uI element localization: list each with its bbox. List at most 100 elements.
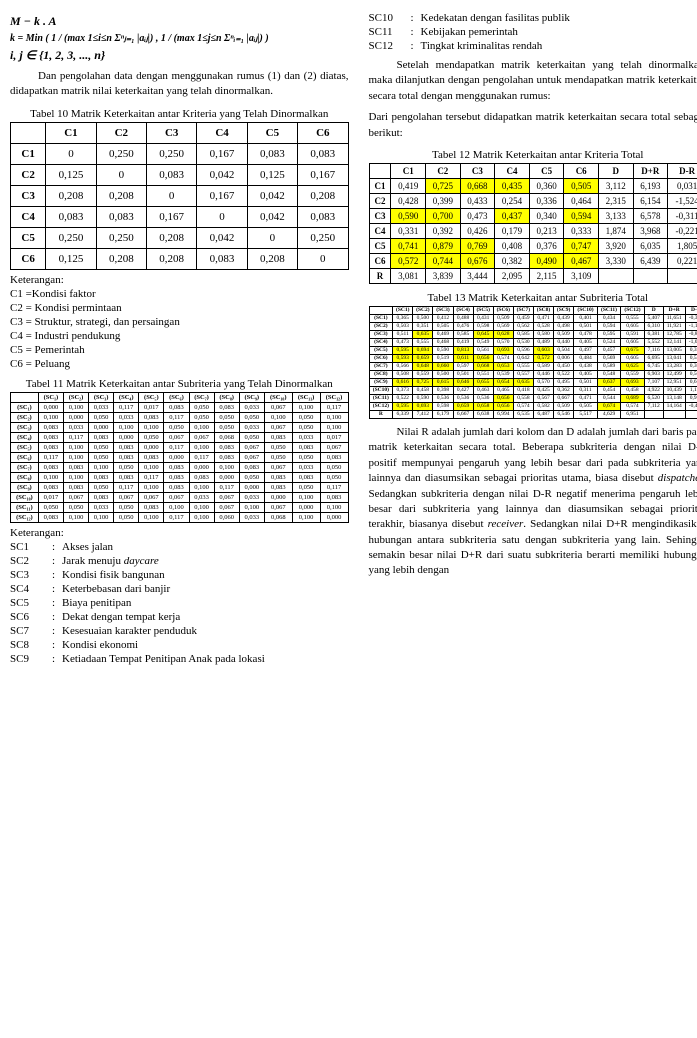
- table-cell: 0,000: [264, 492, 292, 502]
- table-cell: 0,585: [513, 330, 533, 338]
- table-cell: 0,067: [239, 452, 264, 462]
- table-cell: 0,083: [38, 462, 63, 472]
- table-cell: 12,499: [663, 370, 685, 378]
- table-header-cell: (SC₇): [189, 392, 214, 402]
- keterangan-item: C2 = Kondisi permintaan: [10, 302, 349, 314]
- table-header-cell: (SC11): [597, 306, 620, 314]
- table-cell: 0,125: [247, 164, 297, 185]
- keterangan-item: SC5:Biaya penitipan: [10, 597, 349, 609]
- table-cell: 0,067: [264, 502, 292, 512]
- right-paragraph-3: Nilai R adalah jumlah dari kolom dan D a…: [369, 425, 697, 579]
- table-cell: 0,042: [247, 206, 297, 227]
- table-header-cell: (SC₄): [114, 392, 139, 402]
- table-cell: 0,561: [473, 346, 493, 354]
- table-row: (SC4)0,4730,5550,4680,4190,5490,5700,530…: [369, 338, 697, 346]
- table-cell: 0,693: [621, 378, 645, 386]
- table-cell: 0,589: [533, 362, 553, 370]
- table-row: C10,4190,7250,6680,4350,3600,5053,1126,1…: [369, 178, 697, 193]
- table-row: (SC₆)0,1170,1000,0500,0830,0830,0000,117…: [11, 452, 349, 462]
- table-row: (SC₂)0,1000,0000,0500,0330,0830,1170,050…: [11, 412, 349, 422]
- table-cell: 0,503: [393, 322, 413, 330]
- table-cell: 0,083: [89, 492, 114, 502]
- table-cell: 0,100: [189, 442, 214, 452]
- table-cell: 0,100: [63, 442, 88, 452]
- table-cell: 0,435: [495, 178, 530, 193]
- table-header-cell: D+R: [633, 163, 668, 178]
- table-row: (SC11)0,5220,5900,5360,5360,5360,6560,55…: [369, 394, 697, 402]
- table-cell: 0,551: [473, 370, 493, 378]
- table-cell: 0,208: [147, 248, 197, 269]
- para3-italic-1: dispatcher: [658, 472, 697, 484]
- table-cell: 6,578: [633, 208, 668, 223]
- table-header-cell: [11, 392, 39, 402]
- table-cell: 0,555: [413, 338, 433, 346]
- table-row: C60,5720,7440,6760,3820,4900,4673,3306,4…: [369, 253, 697, 268]
- table-cell: 0,050: [239, 432, 264, 442]
- table-cell: 0,100: [320, 412, 348, 422]
- table-row: R6,3397,4126,1796,6676,6386,9946,5356,48…: [369, 410, 697, 418]
- table-cell: 0,431: [473, 314, 493, 322]
- table-cell: (SC₅): [11, 442, 39, 452]
- table-cell: 0,522: [554, 370, 574, 378]
- right-paragraph-1: Setelah mendapatkan matrik keterkaitan y…: [369, 58, 697, 104]
- table-cell: 0,083: [38, 442, 63, 452]
- table-cell: 0,083: [139, 412, 164, 422]
- table-cell: 0,083: [38, 422, 63, 432]
- table-cell: 0,457: [597, 346, 620, 354]
- table-cell: (SC₁₁): [11, 502, 39, 512]
- table-cell: 0,557: [513, 370, 533, 378]
- table-cell: 0,399: [426, 193, 461, 208]
- keterangan-11-list: SC1:Akses jalanSC2:Jarak menuju daycareS…: [10, 541, 349, 665]
- table-cell: 0,555: [513, 362, 533, 370]
- table-cell: 0,179: [495, 223, 530, 238]
- table-cell: 0,433: [460, 193, 495, 208]
- table-cell: 0,083: [38, 432, 63, 442]
- table-header-cell: C6: [564, 163, 599, 178]
- table-cell: 0,208: [147, 227, 197, 248]
- table-cell: [663, 410, 685, 418]
- table-cell: 0,659: [453, 402, 473, 410]
- table-cell: 0,473: [393, 338, 413, 346]
- table-cell: 0,603: [533, 346, 553, 354]
- table-header-cell: [11, 122, 46, 143]
- table-cell: 0,033: [239, 402, 264, 412]
- table-header-cell: (SC₁₂): [320, 392, 348, 402]
- table-row: (SC₅)0,0830,1000,0500,0830,0000,1170,100…: [11, 442, 349, 452]
- table-cell: 0,083: [147, 164, 197, 185]
- table-cell: 0,522: [393, 394, 413, 402]
- formula-1: M − k . A: [10, 14, 349, 29]
- table-cell: (SC7): [369, 362, 393, 370]
- table-cell: 0,469: [433, 330, 453, 338]
- table-cell: 0,509: [554, 402, 574, 410]
- table-row: (SC₉)0,0830,0830,0500,1170,1000,0830,100…: [11, 482, 349, 492]
- table-cell: 0,693: [493, 346, 513, 354]
- table-cell: -1,101: [685, 322, 697, 330]
- table-header-cell: (SC12): [621, 306, 645, 314]
- table-cell: 0,050: [239, 472, 264, 482]
- table-cell: 0,033: [292, 432, 320, 442]
- table-cell: 2,095: [495, 268, 530, 283]
- table-cell: 0,371: [685, 346, 697, 354]
- table-cell: 0,083: [298, 143, 348, 164]
- table-cell: 7,116: [644, 346, 663, 354]
- table-cell: 0,405: [574, 370, 598, 378]
- table-cell: 0,083: [63, 462, 88, 472]
- table-cell: 0,559: [621, 370, 645, 378]
- table-cell: 0,539: [493, 370, 513, 378]
- table-header-cell: (SC₁₁): [292, 392, 320, 402]
- table-cell: 0,593: [393, 354, 413, 362]
- table-cell: 0,501: [453, 370, 473, 378]
- table-cell: 0,590: [433, 346, 453, 354]
- table-header-cell: C6: [298, 122, 348, 143]
- keterangan-item: C4 = Industri pendukung: [10, 330, 349, 342]
- table-cell: 0,100: [89, 462, 114, 472]
- table-cell: 3,133: [598, 208, 633, 223]
- table-cell: 0,067: [264, 402, 292, 412]
- table-header-cell: D+R: [663, 306, 685, 314]
- table-cell: 0: [197, 206, 247, 227]
- table-cell: 0,208: [96, 185, 146, 206]
- table-cell: 0,674: [597, 402, 620, 410]
- table-cell: 0,100: [38, 472, 63, 482]
- table-cell: C4: [11, 206, 46, 227]
- table-cell: 0,467: [564, 253, 599, 268]
